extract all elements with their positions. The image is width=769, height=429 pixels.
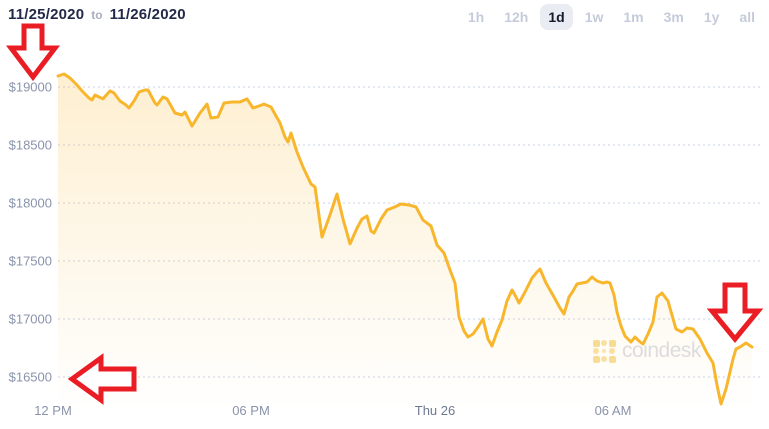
range-button-12h[interactable]: 12h [496, 4, 536, 30]
date-range-end: 11/26/2020 [109, 6, 186, 23]
price-line [56, 72, 754, 406]
date-range-separator: to [91, 8, 103, 22]
y-axis-label: $18000 [9, 196, 52, 211]
y-axis-label: $16500 [9, 370, 52, 385]
range-button-1d[interactable]: 1d [540, 4, 573, 30]
range-button-1w[interactable]: 1w [577, 4, 612, 30]
range-button-1y[interactable]: 1y [696, 4, 728, 30]
range-button-1h[interactable]: 1h [460, 4, 492, 30]
y-axis-label: $17500 [9, 254, 52, 269]
chart-area-fill [58, 74, 752, 411]
range-button-all[interactable]: all [731, 4, 763, 30]
time-range-selector: 1h 12h 1d 1w 1m 3m 1y all [460, 4, 763, 30]
date-range-header: 11/25/2020 to 11/26/2020 [8, 6, 186, 23]
range-button-3m[interactable]: 3m [656, 4, 692, 30]
y-axis-label: $18500 [9, 138, 52, 153]
y-axis-label: $19000 [9, 80, 52, 95]
date-range-start: 11/25/2020 [8, 6, 85, 23]
range-button-1m[interactable]: 1m [615, 4, 651, 30]
y-axis-label: $17000 [9, 312, 52, 327]
